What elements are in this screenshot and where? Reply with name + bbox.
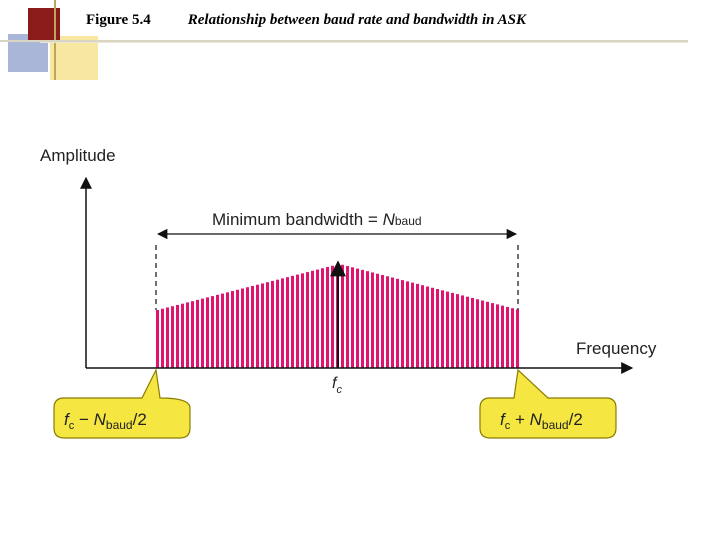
right-callout-bubble — [479, 368, 617, 439]
spectrum-bar — [381, 274, 384, 368]
y-axis-label: Amplitude — [40, 146, 116, 165]
spectrum-bar — [281, 278, 284, 368]
spectrum-bar — [476, 299, 479, 368]
spectrum-bar — [176, 304, 179, 368]
spectrum-bar — [461, 295, 464, 368]
spectrum-bar — [261, 283, 264, 368]
spectrum-bar — [306, 272, 309, 368]
spectrum-bar — [301, 273, 304, 368]
bandwidth-label-text: Minimum bandwidth = — [212, 210, 383, 229]
spectrum-bar — [426, 286, 429, 368]
figure-number: Figure 5.4 — [86, 12, 151, 28]
decor-yellow-square — [50, 36, 98, 80]
left-callout-text: fc − Nbaud/2 — [64, 410, 147, 432]
spectrum-bar — [171, 306, 174, 368]
spectrum-bar — [236, 289, 239, 368]
spectrum-bar — [411, 282, 414, 368]
spectrum-bar — [366, 271, 369, 368]
x-axis-label: Frequency — [576, 339, 657, 358]
bandwidth-label-var: N — [383, 210, 396, 229]
spectrum-bar — [271, 280, 274, 368]
spectrum-bar — [266, 282, 269, 368]
spectrum-bar — [286, 277, 289, 368]
left-callout: fc − Nbaud/2 — [53, 368, 191, 439]
spectrum-bar — [211, 296, 214, 368]
spectrum-bar — [241, 288, 244, 368]
spectrum-bar — [496, 304, 499, 368]
spectrum-bar — [456, 294, 459, 368]
decor-horizontal-line-secondary — [40, 42, 688, 43]
spectrum-bar — [161, 308, 164, 368]
spectrum-bar — [181, 303, 184, 368]
spectrum-bar — [401, 280, 404, 368]
spectrum-bar — [351, 267, 354, 368]
spectrum-bar — [156, 310, 159, 368]
center-label-f: f — [332, 375, 338, 392]
spectrum-bar — [391, 277, 394, 368]
spectrum-bar — [221, 293, 224, 368]
figure-header: Figure 5.4 Relationship between baud rat… — [86, 12, 526, 29]
right-callout: fc + Nbaud/2 — [479, 368, 617, 439]
center-frequency-label: fc — [332, 375, 342, 396]
spectrum-bar — [406, 281, 409, 368]
spectrum-bar — [216, 294, 219, 368]
figure-title: Relationship between baud rate and bandw… — [187, 12, 527, 28]
spectrum-bar — [346, 266, 349, 368]
spectrum-bar — [231, 291, 234, 368]
spectrum-bar — [276, 279, 279, 368]
spectrum-bar — [206, 297, 209, 368]
spectrum-bar — [186, 302, 189, 368]
spectrum-bar — [451, 292, 454, 368]
bandwidth-label: Minimum bandwidth = Nbaud — [212, 210, 422, 229]
bandwidth-label-sub: baud — [395, 214, 422, 228]
spectrum-bars — [156, 264, 519, 368]
spectrum-bar — [481, 300, 484, 368]
spectrum-bar — [316, 269, 319, 368]
spectrum-bar — [431, 287, 434, 368]
spectrum-bar — [376, 273, 379, 368]
spectrum-bar — [421, 285, 424, 368]
spectrum-bar — [396, 278, 399, 368]
spectrum-bar — [196, 299, 199, 368]
spectrum-bar — [166, 307, 169, 368]
spectrum-bar — [371, 272, 374, 368]
spectrum-bar — [361, 269, 364, 368]
spectrum-bar — [516, 309, 519, 368]
spectrum-bar — [226, 292, 229, 368]
spectrum-bar — [331, 265, 334, 368]
spectrum-bar — [471, 297, 474, 368]
spectrum-bar — [321, 268, 324, 368]
left-callout-bubble — [53, 368, 191, 439]
spectrum-bar — [466, 296, 469, 368]
spectrum-bar — [251, 285, 254, 368]
spectrum-bar — [356, 268, 359, 368]
spectrum-bar — [416, 283, 419, 368]
spectrum-bar — [296, 274, 299, 368]
spectrum-bar — [311, 270, 314, 368]
spectrum-bar — [246, 287, 249, 368]
spectrum-bar — [436, 289, 439, 368]
spectrum-bar — [511, 308, 514, 368]
center-label-sub: c — [336, 384, 342, 396]
spectrum-bar — [491, 303, 494, 368]
spectrum-bar — [291, 275, 294, 368]
spectrum-bar — [201, 298, 204, 368]
spectrum-bar — [326, 267, 329, 368]
spectrum-bar — [256, 284, 259, 368]
spectrum-bar — [501, 305, 504, 368]
spectrum-bar — [341, 264, 344, 368]
spectrum-bar — [386, 276, 389, 368]
decor-horizontal-line — [0, 40, 688, 42]
spectrum-bar — [506, 306, 509, 368]
spectrum-bar — [191, 301, 194, 368]
spectrum-bar — [441, 290, 444, 368]
right-callout-text: fc + Nbaud/2 — [500, 410, 583, 432]
spectrum-bar — [486, 301, 489, 368]
spectrum-bar — [446, 291, 449, 368]
